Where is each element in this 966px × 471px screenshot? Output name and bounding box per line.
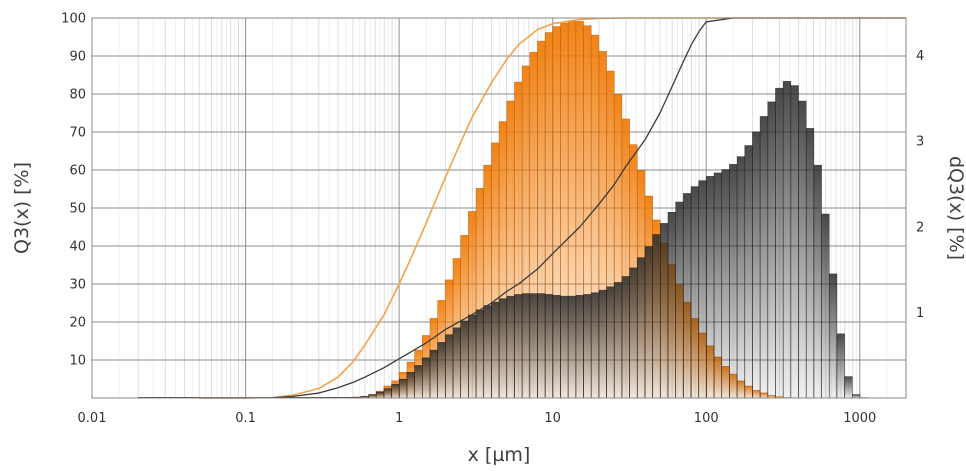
dark-histogram-bar [660,223,669,399]
dark-histogram-bar [398,378,408,399]
y-tick-label: 90 [69,50,86,65]
dark-histogram-bar [652,234,661,399]
dark-histogram-bar [375,391,385,399]
dark-histogram-bar [667,211,676,399]
x-tick-label: 0.1 [235,411,256,426]
dark-histogram-bar [590,292,600,399]
y-tick-label: 30 [69,278,86,293]
dark-histogram-bar [468,314,477,399]
x-tick-label: 1000 [843,411,876,426]
dark-histogram-bar [460,320,469,399]
dark-histogram-bar [736,156,746,399]
y2-tick-label: 4 [916,49,924,64]
dark-histogram-bar [690,186,700,399]
dark-histogram-bar [606,286,615,399]
cumulative-curve-dark [199,17,906,399]
dark-histogram-bar [828,273,838,399]
dark-histogram-bar [452,327,461,399]
dark-histogram-bar [744,145,753,399]
dark-histogram-bar [813,164,822,399]
dark-histogram-bar [437,342,446,399]
cumulative-curves [199,17,906,399]
dark-histogram-bar [383,388,392,399]
dark-histogram-bar [529,293,538,399]
y-axis-title: Q3(x) [%] [11,162,33,254]
dark-histogram-bar [514,294,523,399]
dark-histogram-bar [675,201,684,399]
dark-histogram-bar [644,246,653,399]
dark-histogram-bar [598,289,607,399]
dark-histogram-bar [422,357,431,399]
dark-histogram-bar [836,333,845,399]
dark-histogram-bar [521,293,531,399]
y-tick-label: 100 [61,12,86,27]
dark-histogram-bar [759,116,769,399]
dark-histogram-bar [798,100,807,399]
dark-histogram-bar [713,172,723,399]
y-tick-label: 10 [69,354,86,369]
y-tick-label: 20 [69,316,86,331]
cumulative-curve-orange [199,17,906,399]
x-tick-label: 1 [395,411,403,426]
dark-histogram-bar [683,193,692,399]
x-tick-label: 100 [694,411,719,426]
x-tick-label: 0.01 [78,411,107,426]
y2-axis-title: dQ3(x) [%] [945,156,966,260]
dark-histogram-bar [368,394,377,399]
dark-histogram-bar [506,295,515,399]
y-tick-label: 80 [69,88,86,103]
y2-tick-label: 2 [916,220,924,235]
dark-histogram-bar [391,384,400,399]
y-tick-label: 40 [69,240,86,255]
y-tick-label: 60 [69,164,86,179]
dark-histogram-bar [844,376,853,399]
dark-histogram-bar [752,131,761,399]
dark-histogram-bar [706,176,715,399]
dark-histogram-bar [544,294,554,399]
x-axis-title: x [µm] [468,444,531,466]
dark-histogram-bar [782,81,792,399]
dark-histogram-bar [698,180,707,399]
dark-histogram-bar [767,101,776,399]
y2-tick-labels: 1 2 3 4 [916,49,924,321]
dark-histogram-bar [821,213,830,399]
dark-histogram-bar [491,301,500,399]
x-tick-labels: 0.01 0.1 1 10 100 1000 [78,411,877,426]
dark-histogram-bar [583,294,592,399]
dark-histogram-bar [790,85,799,399]
histogram-dark [137,81,868,399]
dark-histogram-bar [721,169,730,399]
y-tick-label: 70 [69,126,86,141]
dark-histogram-bar [483,305,492,399]
dark-histogram-bar [445,334,454,399]
y2-tick-label: 3 [916,135,924,150]
dark-histogram-bar [414,365,423,399]
y-tick-label: 50 [69,202,86,217]
y2-tick-label: 1 [916,306,924,321]
dark-histogram-bar [406,372,415,399]
dark-histogram-bar [729,164,738,399]
dark-histogram-bar [537,293,546,399]
dark-histogram-bar [805,128,815,399]
dark-histogram-bar [621,276,630,399]
dark-histogram-bar [775,87,784,399]
plot-frame [91,17,907,399]
dark-histogram-bar [613,282,623,399]
dark-histogram-bar [560,295,569,399]
y-tick-labels: 10 20 30 40 50 60 70 80 90 100 [61,12,86,369]
dark-histogram-bar [636,257,646,399]
dark-histogram-bar [575,294,584,399]
dark-histogram-bar [498,298,508,399]
x-tick-label: 10 [544,411,561,426]
dark-histogram-bar [629,267,638,399]
dark-histogram-bar [552,294,561,399]
dark-histogram-bar [851,394,861,399]
dark-histogram-bar [429,349,438,399]
dark-histogram-bar [567,295,577,399]
dark-histogram-bar [475,309,485,399]
